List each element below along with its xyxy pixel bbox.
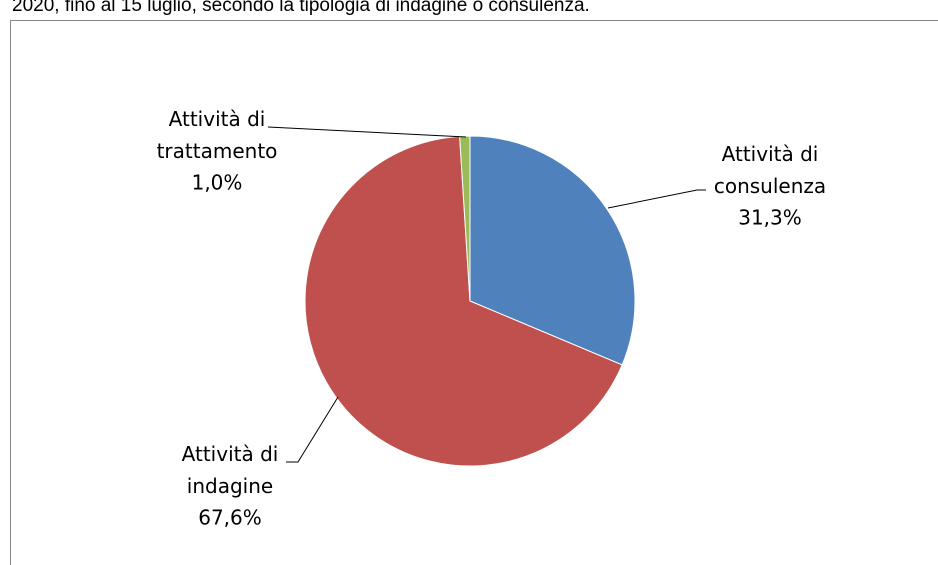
value-label: 67,6% [198, 506, 262, 530]
leader-line [607, 189, 706, 209]
pie-slice [304, 135, 623, 467]
chart-title: 2020, fino al 15 luglio, secondo la tipo… [12, 0, 590, 16]
data-label: Attività di consulenza [714, 142, 826, 198]
leader-line [267, 126, 467, 138]
data-label: Attività di indagine [182, 442, 279, 498]
leader-line [286, 396, 339, 463]
value-label: 1,0% [192, 171, 243, 195]
value-label: 31,3% [738, 206, 802, 230]
pie-slice [469, 135, 636, 366]
data-label: Attività di trattamento [157, 107, 278, 163]
